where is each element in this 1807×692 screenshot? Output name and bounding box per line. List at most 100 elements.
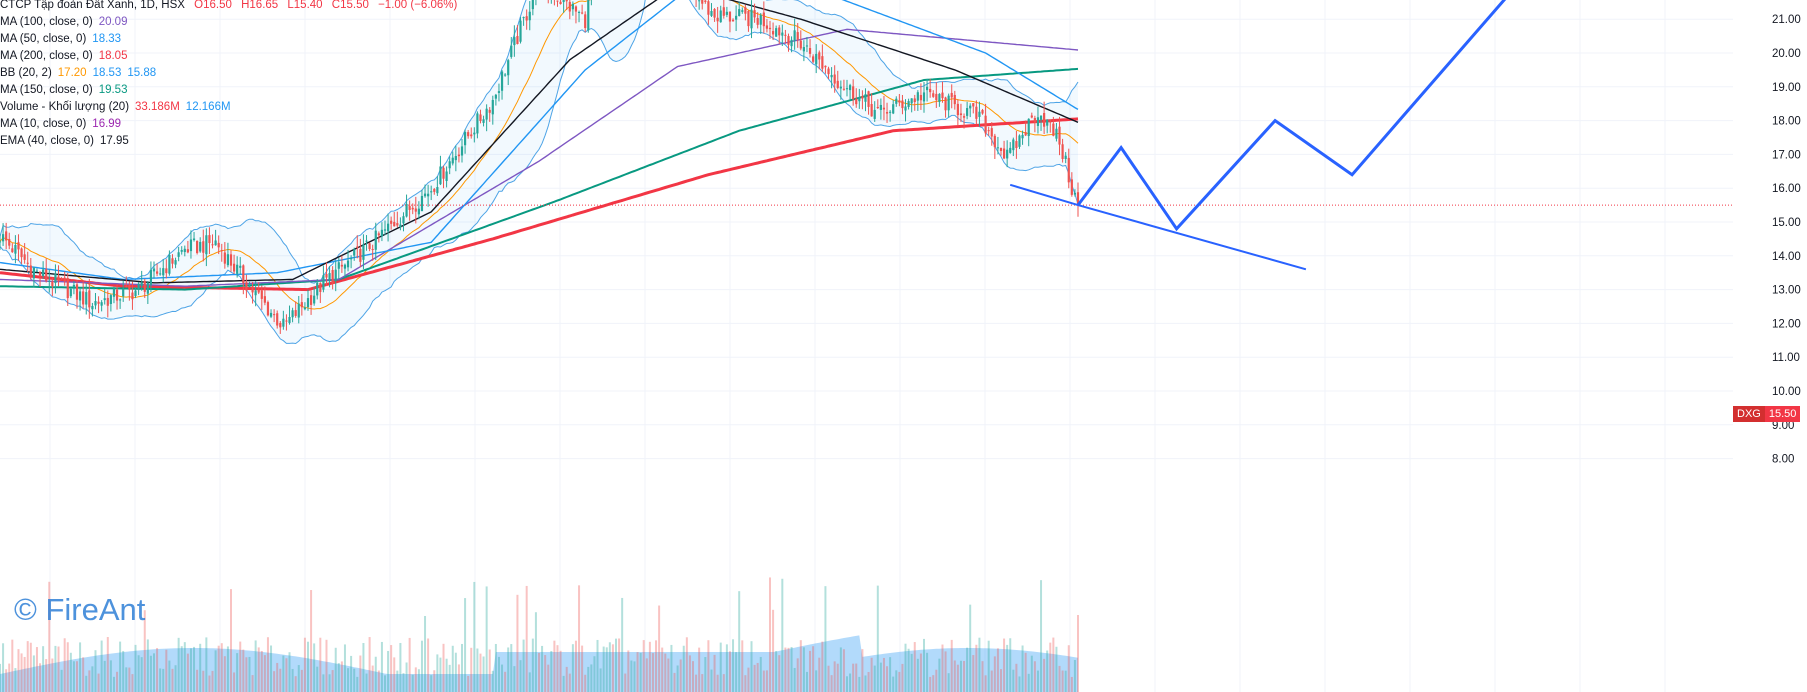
high-value: H16.65 <box>241 0 279 11</box>
candle <box>812 56 815 62</box>
candle <box>913 98 916 103</box>
volume-bar <box>941 644 944 692</box>
candle <box>519 20 522 42</box>
volume-bar <box>716 674 719 692</box>
volume-bar <box>947 673 950 692</box>
candle <box>350 258 353 260</box>
candle <box>82 291 85 305</box>
volume-bar <box>359 655 362 692</box>
candle <box>808 48 812 54</box>
legend-row[interactable]: MA (50, close, 0) 18.33 <box>0 31 457 48</box>
candle <box>29 265 32 276</box>
volume-bar <box>627 650 630 692</box>
volume-bar <box>276 662 279 692</box>
volume-bar <box>491 670 494 692</box>
y-axis-tick: 16.00 <box>1772 183 1801 195</box>
candle <box>793 30 796 41</box>
candle <box>254 290 257 296</box>
candle <box>417 208 420 215</box>
volume-bar <box>454 652 457 692</box>
volume-bar <box>510 644 513 692</box>
candle <box>507 60 510 76</box>
volume-bar <box>189 648 192 692</box>
volume-bar <box>316 666 319 692</box>
candle <box>1024 132 1027 136</box>
volume-bar <box>812 646 815 692</box>
candle <box>66 278 69 299</box>
volume-bar <box>479 653 482 692</box>
candle <box>174 260 177 265</box>
volume-bar <box>926 652 929 692</box>
candle <box>722 7 725 16</box>
volume-bar <box>362 643 365 692</box>
candle <box>571 3 574 10</box>
volume-bar <box>439 657 442 692</box>
legend-row[interactable]: Volume - Khối lượng (20) 33.186M 12.166M <box>0 99 457 116</box>
candle <box>516 36 519 44</box>
volume-bar <box>112 676 115 692</box>
candle <box>285 320 288 322</box>
volume-bar <box>183 642 186 692</box>
candle <box>898 100 901 103</box>
volume-bar <box>186 653 189 692</box>
candle <box>45 269 48 281</box>
volume-bar <box>750 641 753 692</box>
volume-bar <box>119 641 122 692</box>
volume-bar <box>436 654 439 692</box>
volume-bar <box>220 643 223 692</box>
candle <box>738 9 741 16</box>
candle <box>821 56 824 69</box>
legend-row[interactable]: EMA (40, close, 0) 17.95 <box>0 133 457 150</box>
legend-value: 18.05 <box>98 50 128 62</box>
volume-bar <box>516 594 519 692</box>
volume-bar <box>728 651 731 692</box>
ma-line-ema40 <box>0 0 1079 284</box>
volume-bar <box>313 643 316 692</box>
volume-bar <box>343 644 346 692</box>
candle <box>1043 113 1046 127</box>
legend-row[interactable]: MA (150, close, 0) 19.53 <box>0 82 457 99</box>
candle <box>1018 135 1021 147</box>
volume-bar <box>153 653 155 692</box>
volume-bar <box>217 645 220 692</box>
change-value: −1.00 (−6.06%) <box>378 0 458 11</box>
legend-row[interactable]: MA (10, close, 0) 16.99 <box>0 116 457 133</box>
volume-bar <box>553 640 556 692</box>
volume-bar <box>633 661 636 692</box>
volume-bar <box>374 656 377 692</box>
legend-row[interactable]: MA (100, close, 0) 20.09 <box>0 14 457 31</box>
candle <box>818 52 821 60</box>
candle <box>907 101 910 107</box>
candle <box>836 80 839 88</box>
candle <box>525 16 528 21</box>
candle <box>125 286 128 288</box>
volume-bar <box>531 638 534 692</box>
candle <box>405 203 408 217</box>
volume-bar <box>571 644 574 692</box>
candle <box>929 88 932 93</box>
volume-bar <box>72 661 75 692</box>
legend-row[interactable]: MA (200, close, 0) 18.05 <box>0 48 457 65</box>
legend-row[interactable]: BB (20, 2) 17.20 18.53 15.88 <box>0 65 457 82</box>
volume-bar <box>658 605 661 692</box>
volume-bar <box>993 656 996 692</box>
legend-label: BB (20, 2) <box>0 67 52 79</box>
candle <box>1064 155 1067 160</box>
volume-bar <box>673 672 676 692</box>
legend-label: MA (200, close, 0) <box>0 50 93 62</box>
volume-bar <box>0 663 1 692</box>
candle <box>1052 123 1055 136</box>
volume-bar <box>802 647 805 692</box>
candle <box>802 47 805 52</box>
candle <box>146 282 149 294</box>
candle <box>340 264 343 267</box>
volume-bar <box>861 649 864 692</box>
volume-bar <box>901 663 904 692</box>
candle <box>448 161 451 169</box>
y-axis-tick: 10.00 <box>1772 386 1801 398</box>
candle <box>257 289 260 293</box>
candle <box>430 191 433 193</box>
volume-bar <box>106 637 109 692</box>
candle <box>325 274 328 278</box>
